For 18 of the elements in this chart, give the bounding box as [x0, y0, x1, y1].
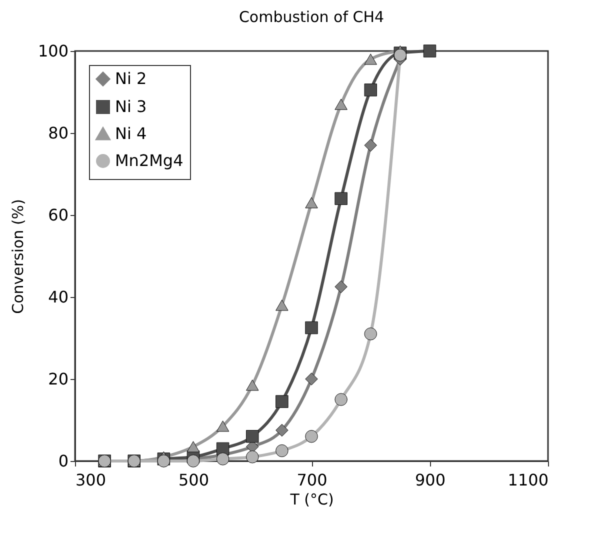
y-axis-title: Conversion (%)	[8, 199, 27, 314]
y-tick-label: 80	[48, 124, 68, 142]
x-tick-label: 500	[178, 470, 210, 490]
y-tick-label: 60	[48, 206, 68, 224]
x-tick-label: 900	[414, 470, 446, 490]
y-tick-label: 40	[48, 288, 68, 306]
y-tick-label: 20	[48, 370, 68, 388]
x-tick-label: 700	[296, 470, 328, 490]
x-tick-label: 1100	[508, 470, 548, 490]
legend-label: Ni 2	[115, 69, 147, 88]
legend-label: Ni 4	[115, 124, 147, 143]
y-tick-label: 0	[58, 452, 68, 470]
y-tick-label: 100	[38, 42, 68, 60]
legend-label: Ni 3	[115, 97, 147, 116]
legend-label: Mn2Mg4	[115, 151, 184, 170]
x-axis-title: T (°C)	[289, 490, 334, 508]
x-tick-label: 300	[76, 470, 106, 490]
chart-title: Combustion of CH4	[238, 8, 384, 26]
